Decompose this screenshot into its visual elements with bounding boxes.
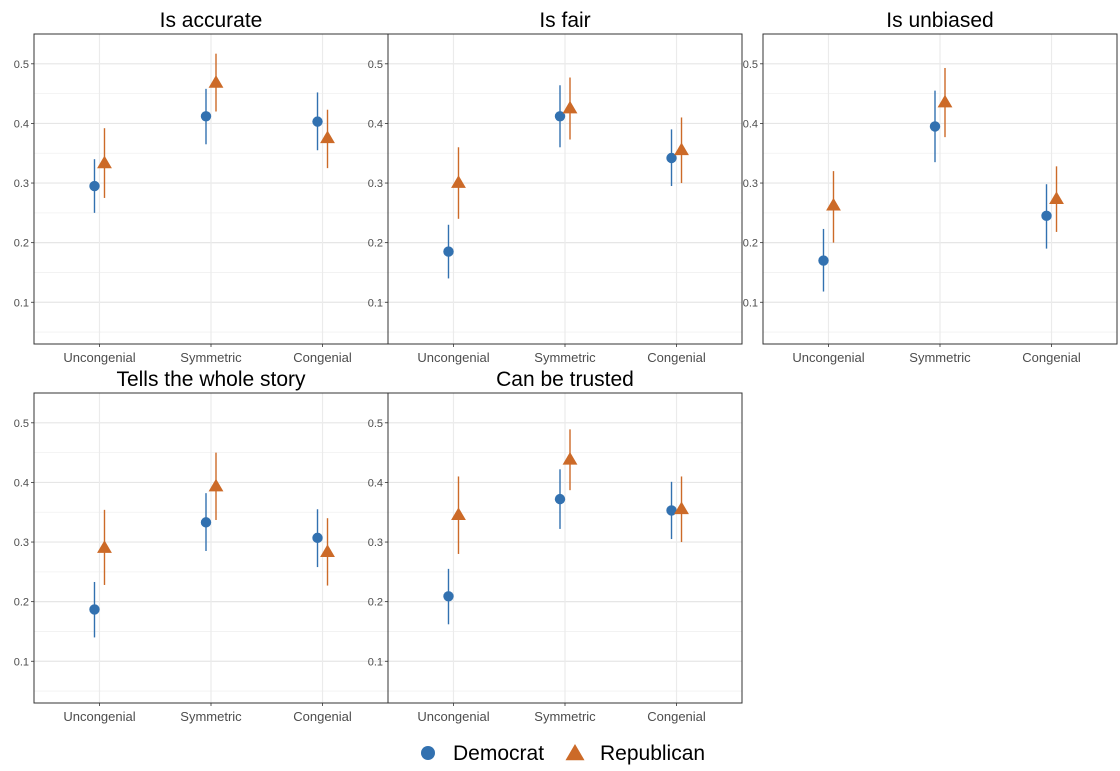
x-tick-label: Symmetric	[534, 709, 596, 724]
x-tick-label: Uncongenial	[792, 350, 864, 365]
panel-title: Is unbiased	[886, 9, 993, 32]
x-tick-label: Congenial	[647, 350, 706, 365]
panel-title: Is fair	[539, 9, 590, 32]
democrat-point	[89, 180, 100, 192]
x-tick-label: Congenial	[293, 350, 352, 365]
x-tick-label: Uncongenial	[63, 709, 135, 724]
republican-point	[562, 100, 578, 114]
x-tick-label: Symmetric	[180, 709, 242, 724]
republican-point	[97, 540, 112, 553]
x-tick-label: Congenial	[293, 709, 352, 724]
y-tick-label: 0.2	[368, 597, 383, 609]
y-tick-label: 0.3	[743, 178, 758, 190]
y-tick-label: 0.3	[368, 537, 383, 549]
democrat-point	[666, 152, 677, 164]
x-tick-label: Congenial	[647, 709, 706, 724]
republican-point	[674, 501, 689, 515]
republican-point	[208, 75, 224, 88]
y-tick-label: 0.3	[368, 178, 383, 190]
panel-title: Is accurate	[160, 9, 263, 32]
republican-point	[674, 142, 689, 156]
democrat-point	[443, 246, 454, 257]
y-tick-label: 0.1	[14, 297, 29, 309]
republican-point	[320, 544, 335, 558]
democrat-point	[312, 532, 323, 544]
democrat-point	[818, 255, 829, 266]
y-tick-label: 0.2	[368, 238, 383, 250]
x-tick-label: Symmetric	[534, 350, 596, 365]
y-tick-label: 0.4	[14, 477, 29, 489]
y-tick-label: 0.4	[743, 118, 758, 130]
panel-1: Is accurate 0.1 0.2 0.3 0.4 0.5 Uncongenial Sym…	[14, 9, 389, 365]
democrat-point	[89, 604, 100, 615]
republican-point	[208, 478, 224, 492]
democrat-point	[200, 111, 212, 122]
x-tick-label: Congenial	[1022, 350, 1081, 365]
panel-title: Tells the whole story	[116, 368, 306, 391]
republican-point	[826, 197, 841, 211]
y-tick-label: 0.2	[14, 238, 29, 250]
panel-title: Can be trusted	[496, 368, 634, 391]
y-tick-label: 0.5	[368, 59, 383, 71]
panel-5: Can be trusted 0.1 0.2 0.3 0.4 0.5 Uncongenial…	[368, 368, 743, 724]
y-tick-label: 0.5	[368, 418, 383, 430]
y-tick-label: 0.5	[14, 59, 29, 71]
democrat-point	[554, 111, 566, 122]
democrat-point	[312, 116, 323, 127]
y-tick-label: 0.2	[743, 238, 758, 250]
y-tick-label: 0.4	[368, 477, 383, 489]
y-tick-label: 0.3	[14, 178, 29, 190]
republican-point	[937, 94, 953, 108]
republican-point	[451, 175, 466, 188]
x-tick-label: Symmetric	[909, 350, 971, 365]
democrat-point	[443, 591, 454, 602]
y-tick-label: 0.1	[743, 297, 758, 309]
panel-2: Is fair 0.1 0.2 0.3 0.4 0.5 Uncongenial Symmetr…	[368, 9, 743, 365]
y-tick-label: 0.4	[14, 118, 29, 130]
legend-label: Republican	[600, 742, 705, 765]
democrat-point	[200, 517, 212, 528]
legend: Democrat Republican	[421, 742, 705, 765]
legend-label: Democrat	[453, 742, 544, 765]
legend-key-republican	[565, 744, 585, 761]
republican-point	[451, 507, 466, 521]
y-tick-label: 0.1	[368, 656, 383, 668]
republican-point	[97, 155, 112, 169]
y-tick-label: 0.5	[14, 418, 29, 430]
legend-key-democrat	[421, 746, 435, 760]
y-tick-label: 0.3	[14, 537, 29, 549]
y-tick-label: 0.1	[368, 297, 383, 309]
y-tick-label: 0.4	[368, 118, 383, 130]
x-tick-label: Uncongenial	[417, 709, 489, 724]
republican-point	[562, 451, 578, 465]
panel-4: Tells the whole story 0.1 0.2 0.3 0.4 0.5 Unco…	[14, 368, 389, 724]
y-tick-label: 0.1	[14, 656, 29, 668]
panel-3: Is unbiased 0.1 0.2 0.3 0.4 0.5 Uncongenial Sym…	[743, 9, 1118, 365]
democrat-point	[554, 493, 566, 505]
democrat-point	[929, 121, 941, 132]
x-tick-label: Uncongenial	[417, 350, 489, 365]
x-tick-label: Symmetric	[180, 350, 242, 365]
democrat-point	[1041, 210, 1052, 222]
republican-point	[320, 130, 335, 144]
republican-point	[1049, 191, 1064, 204]
x-tick-label: Uncongenial	[63, 350, 135, 365]
y-tick-label: 0.5	[743, 59, 758, 71]
y-tick-label: 0.2	[14, 597, 29, 609]
democrat-point	[666, 505, 677, 516]
